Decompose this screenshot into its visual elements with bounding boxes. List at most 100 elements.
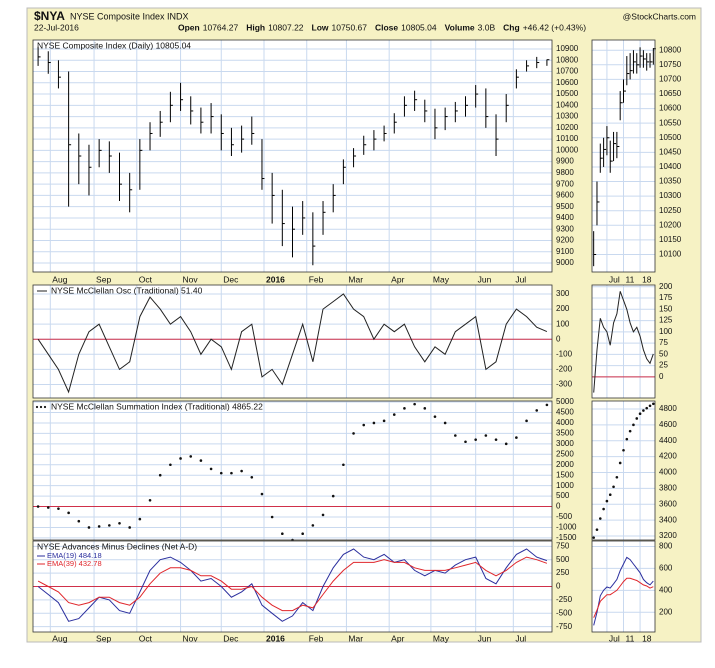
panel-title: NYSE McClellan Osc (Traditional) 51.40 [51,285,203,295]
quote-label: Volume [445,22,475,32]
dot [592,536,595,539]
y-tick-label: 10700 [556,67,579,76]
y-tick-label: 10100 [659,250,682,259]
y-tick-label: 50 [659,349,668,358]
y-tick-label: 4800 [659,404,677,413]
panel-title: NYSE Advances Minus Declines (Net A-D) [37,541,197,551]
y-tick-label: -500 [556,512,573,521]
quote-value: 10807.22 [268,22,304,32]
dot [635,417,639,420]
dot [138,517,142,521]
y-tick-label: 200 [556,304,570,313]
dot [638,412,642,416]
quote-label: Low [312,22,329,32]
dot [403,407,406,410]
dot [382,419,386,423]
x-tick-label: Aug [52,274,67,284]
y-tick-label: 9500 [556,202,574,211]
series-line [593,556,654,626]
x-tick-label: Nov [183,633,199,643]
dot [464,440,467,444]
y-tick-label: 10750 [659,60,682,69]
y-tick-label: -250 [556,595,573,604]
x-tick-label: Dec [223,274,239,284]
panel-title: NYSE Composite Index (Daily) 10805.04 [37,40,191,50]
y-tick-label: 9900 [556,157,574,166]
y-tick-label: 3000 [556,439,574,448]
y-tick-label: 0 [556,334,561,343]
instrument-name: NYSE Composite Index INDX [70,11,189,21]
dot [625,437,629,441]
y-tick-label: 4000 [556,418,574,427]
y-tick-label: 0 [556,502,561,511]
dot [423,407,427,410]
dot [352,432,355,435]
quote-label: Open [178,22,200,32]
dot [595,528,599,531]
x-tick-label: Oct [139,633,153,643]
y-tick-label: 5000 [556,397,574,406]
quote-label: Chg [503,22,520,32]
y-tick-label: 10450 [659,147,682,156]
series-line [593,291,654,393]
dot [628,429,632,433]
y-tick-label: -1000 [556,523,577,532]
x-tick-label: Jun [478,633,492,643]
y-tick-label: -200 [556,364,573,373]
panel-border [32,400,553,541]
panel-border [32,540,553,633]
dot [632,423,635,427]
y-tick-label: 10600 [659,104,682,113]
y-tick-label: 25 [659,361,668,370]
x-tick-label: Mar [348,633,363,643]
date: 22-Jul-2016 [34,22,79,32]
y-tick-label: 250 [556,568,570,577]
y-tick-label: 10550 [659,118,682,127]
y-tick-label: 75 [659,338,668,347]
quote-value: 10750.67 [332,22,368,32]
y-tick-label: 10200 [556,123,579,132]
y-tick-label: 125 [659,316,673,325]
dot [605,499,609,503]
dot [474,438,477,441]
dot [484,434,488,437]
y-tick-label: 3400 [659,515,677,524]
legend-label: EMA(39) 432.78 [47,559,102,568]
y-tick-label: 3500 [556,429,574,438]
x-tick-label: Jul [609,274,620,284]
dot [413,402,416,406]
dot [598,517,602,520]
y-tick-label: 10650 [659,89,682,98]
y-tick-label: 0 [659,372,664,381]
dot [321,513,325,517]
y-tick-label: 1500 [556,470,574,479]
dot [392,413,396,416]
panel-border [591,540,656,633]
y-tick-label: 4500 [556,408,574,417]
x-tick-label: 2016 [266,633,285,643]
y-tick-label: 400 [659,585,673,594]
y-tick-label: 750 [556,541,570,550]
dot [311,524,315,527]
y-tick-label: -1500 [556,533,577,542]
panel-border [591,400,656,541]
dot [515,436,518,439]
y-tick-label: 10800 [556,55,579,64]
dot [281,532,284,536]
dot [250,475,254,479]
y-tick-label: 10400 [556,100,579,109]
source: @StockCharts.com [623,11,696,21]
y-tick-label: 10500 [659,133,682,142]
y-tick-label: 200 [659,607,673,616]
y-tick-label: 9000 [556,258,574,267]
dot [443,421,447,425]
y-tick-label: 800 [659,542,673,551]
x-tick-label: Nov [183,274,199,284]
dot [158,473,162,477]
y-tick-label: 10250 [659,206,682,215]
y-tick-label: 3600 [659,499,677,508]
y-tick-label: 9600 [556,191,574,200]
dot [260,492,264,496]
y-tick-label: 10900 [556,44,579,53]
panel-border [32,284,553,399]
